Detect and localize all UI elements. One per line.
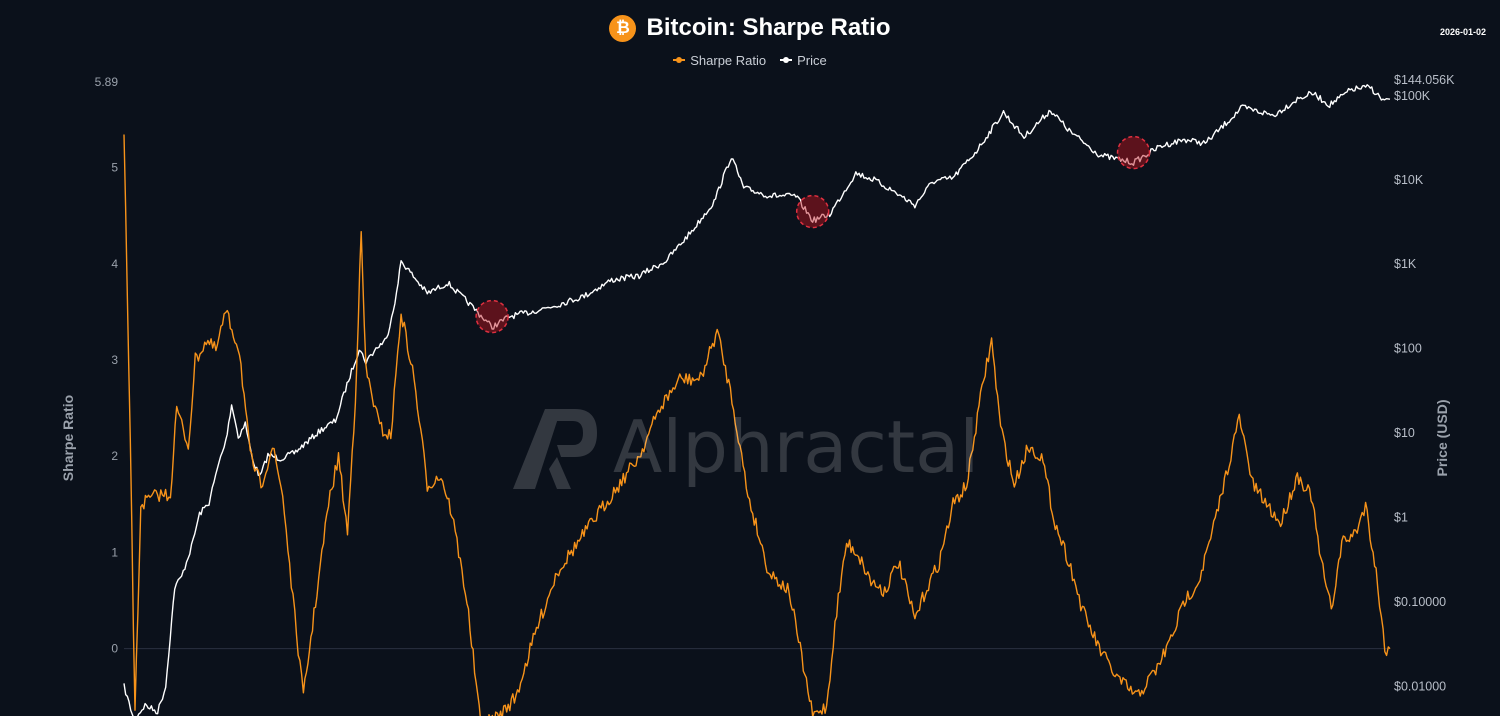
y2-tick-label: $10 [1394,426,1415,440]
cycle-bottom-marker-3 [1116,135,1151,170]
legend-item-price[interactable]: Price [780,53,827,68]
sharpe-ratio-series-line [123,134,1391,716]
legend-sharpe-label: Sharpe Ratio [690,52,767,68]
chart-date: 2026-01-02 [1439,27,1486,37]
legend-price-label: Price [797,52,827,68]
y-tick-label: 2 [111,449,118,463]
y-tick-label: 5 [111,161,118,175]
y2-tick-label: $1K [1394,257,1417,271]
y2-tick-label: $0.01000 [1394,679,1446,693]
y2-tick-label: $1 [1394,511,1408,525]
y-axis-title: Sharpe Ratio [60,394,76,482]
watermark: Alphractal [505,392,1005,502]
watermark-logo-icon [513,409,597,489]
y2-tick-label: $0.10000 [1394,595,1446,609]
y2-tick-label: $100 [1394,342,1422,356]
y2-tick-label: $10K [1394,173,1424,187]
y2-tick-label: $100K [1394,89,1431,103]
bitcoin-icon: ₿ [609,14,637,42]
y-axis-max-label: 5.89 [95,75,119,89]
chart-header: ₿ Bitcoin: Sharpe Ratio [0,10,1500,46]
y2-axis-title: Price (USD) [1434,399,1450,477]
legend-price-swatch-icon [780,57,793,63]
legend-item-sharpe-ratio[interactable]: Sharpe Ratio [673,53,766,68]
y-tick-label: 3 [111,353,118,367]
y-tick-label: 0 [111,642,118,656]
chart-legend: Sharpe Ratio Price [0,51,1500,69]
price-series-line [123,84,1391,716]
y-tick-label: 1 [111,545,118,559]
cycle-bottom-marker-2 [795,194,830,229]
chart-title: Bitcoin: Sharpe Ratio [646,14,891,41]
y-tick-label: 4 [111,257,118,271]
watermark-text: Alphractal [613,405,980,489]
cycle-bottom-marker-1 [475,299,509,334]
y2-tick-label: $144.056K [1394,73,1455,87]
legend-sharpe-swatch-icon [673,57,686,63]
